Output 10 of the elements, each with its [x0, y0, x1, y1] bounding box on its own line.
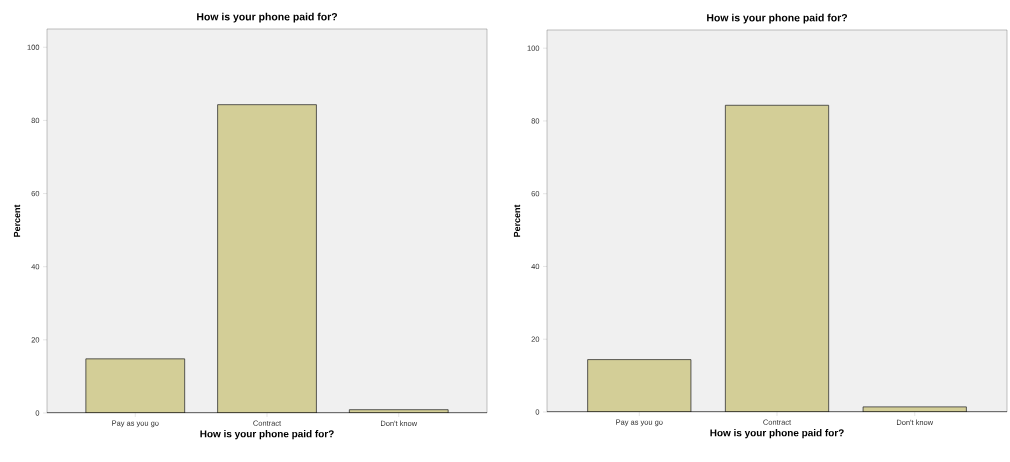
- bar: [85, 358, 186, 413]
- bar: [724, 104, 830, 412]
- chart-title: How is your phone paid for?: [707, 13, 848, 24]
- y-axis-title: Percent: [513, 204, 521, 237]
- y-axis-title: Percent: [13, 204, 21, 237]
- bar: [587, 359, 692, 412]
- x-axis-title: How is your phone paid for?: [710, 429, 844, 439]
- bar: [217, 104, 317, 413]
- x-axis-title: How is your phone paid for?: [200, 430, 334, 440]
- chart-title: How is your phone paid for?: [197, 12, 338, 23]
